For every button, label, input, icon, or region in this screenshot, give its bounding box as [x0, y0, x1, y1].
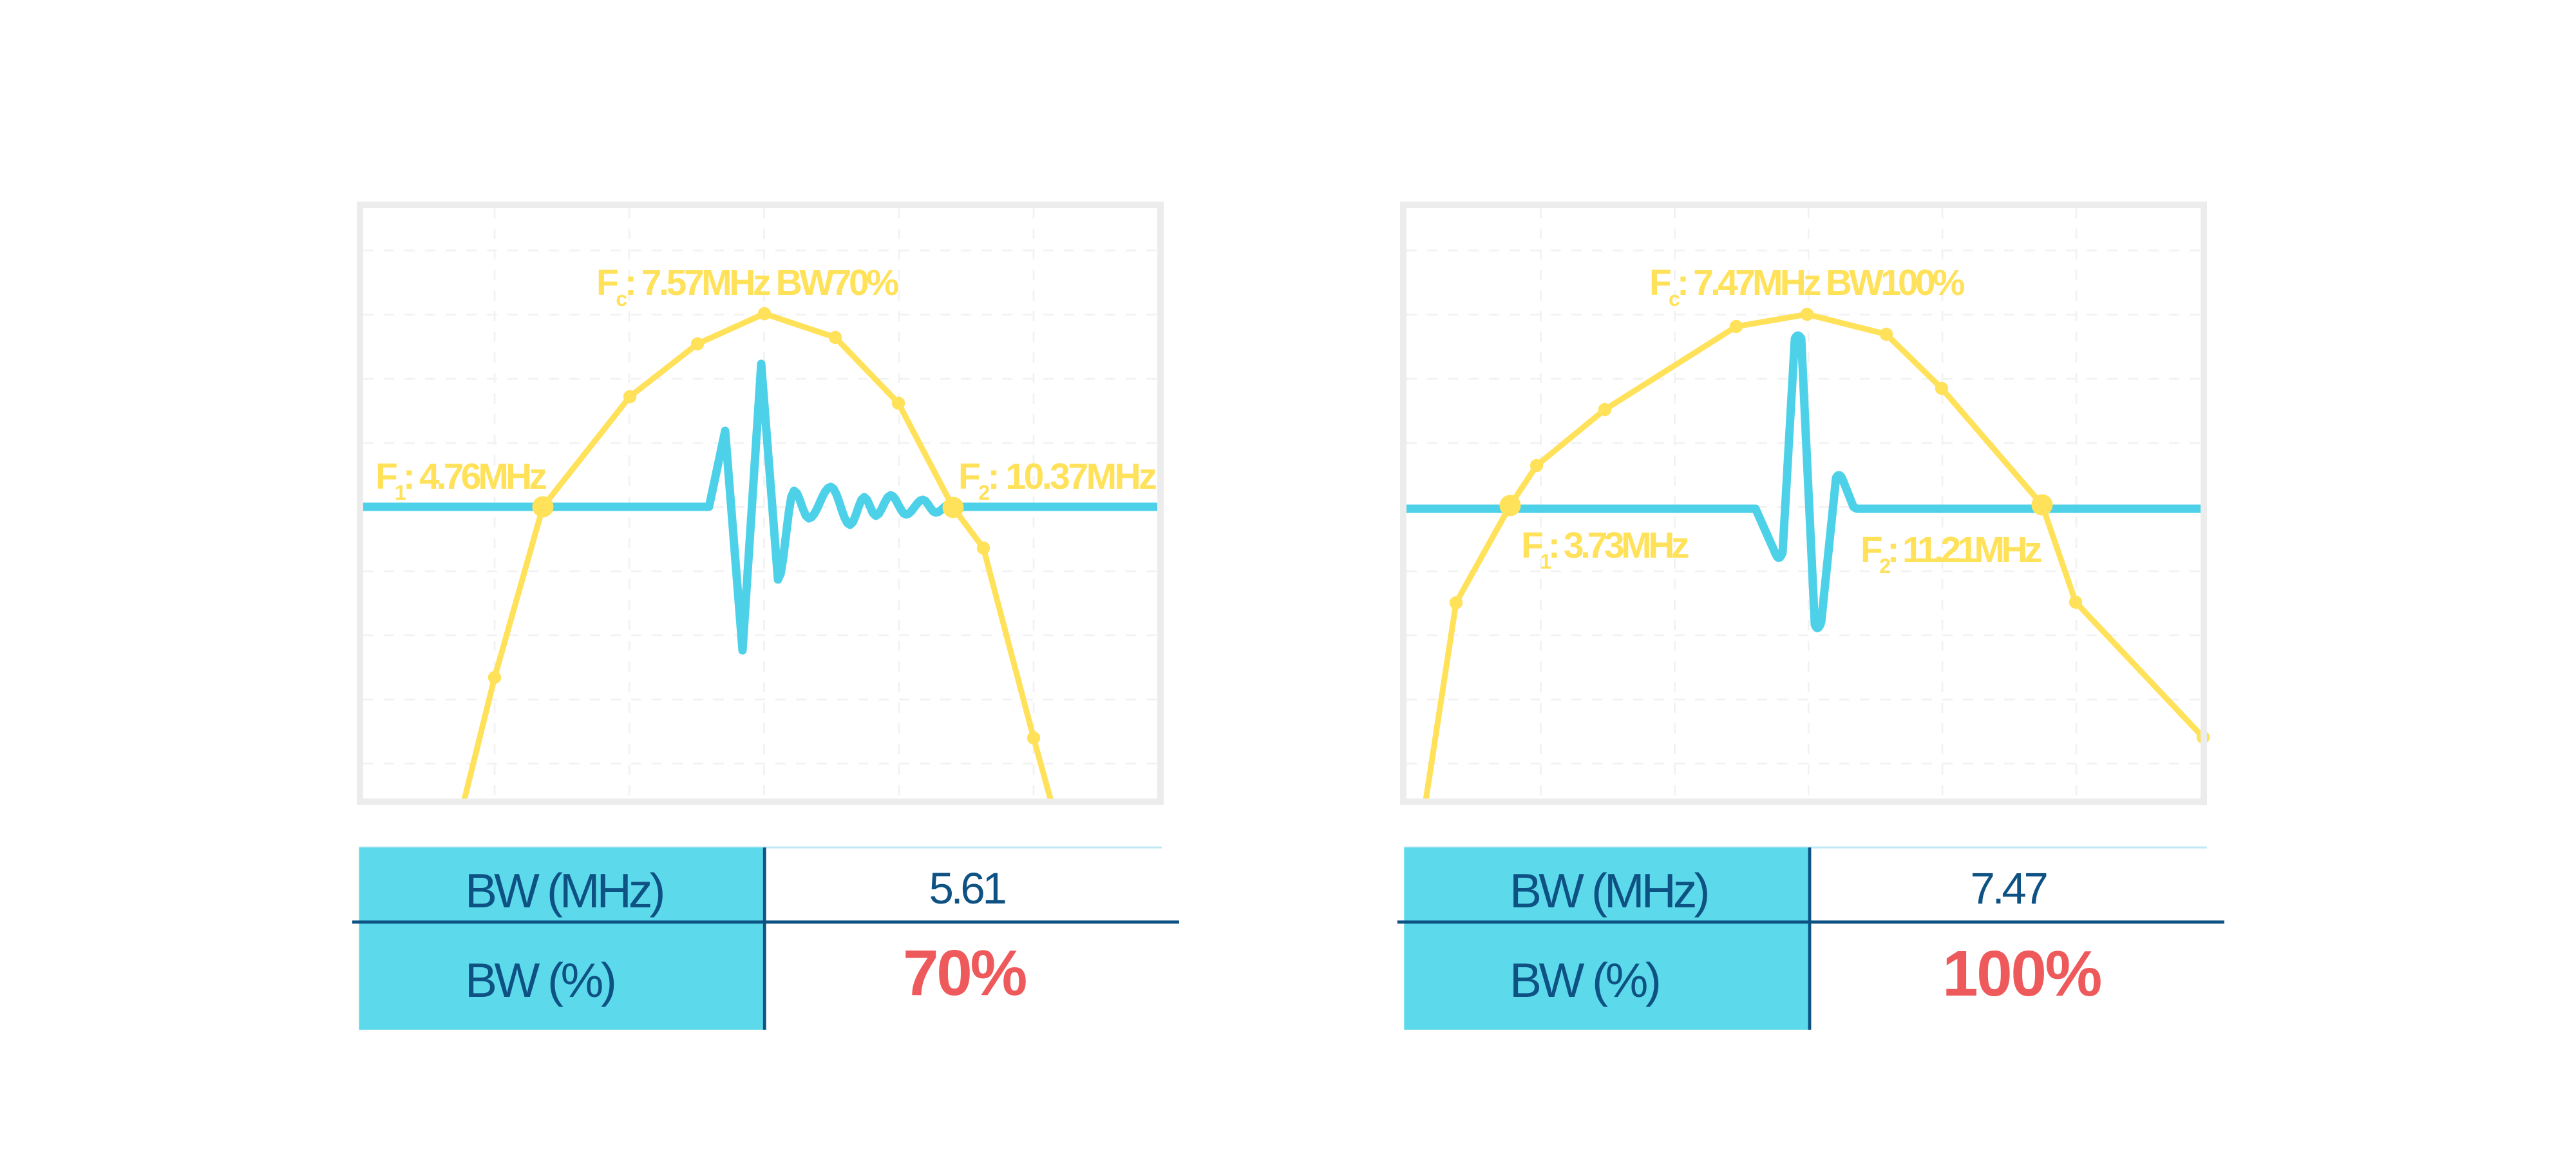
svg-text:F1: 4.76MHz: F1: 4.76MHz	[375, 456, 546, 504]
svg-text:F2: 10.37MHz: F2: 10.37MHz	[958, 456, 1156, 504]
svg-text:BW (%): BW (%)	[465, 953, 614, 1007]
svg-text:5.61: 5.61	[929, 864, 1005, 913]
svg-text:BW (MHz): BW (MHz)	[1510, 864, 1707, 918]
svg-text:100%: 100%	[1942, 938, 2101, 1010]
svg-text:70%: 70%	[903, 937, 1026, 1009]
svg-text:Fc: 7.57MHz BW70%: Fc: 7.57MHz BW70%	[596, 262, 898, 310]
svg-text:Fc: 7.47MHz BW100%: Fc: 7.47MHz BW100%	[1649, 262, 1965, 310]
svg-text:BW (%): BW (%)	[1510, 953, 1659, 1007]
svg-text:F2: 11.21MHz: F2: 11.21MHz	[1861, 529, 2041, 578]
svg-text:BW (MHz): BW (MHz)	[465, 864, 663, 918]
svg-text:7.47: 7.47	[1970, 864, 2046, 913]
